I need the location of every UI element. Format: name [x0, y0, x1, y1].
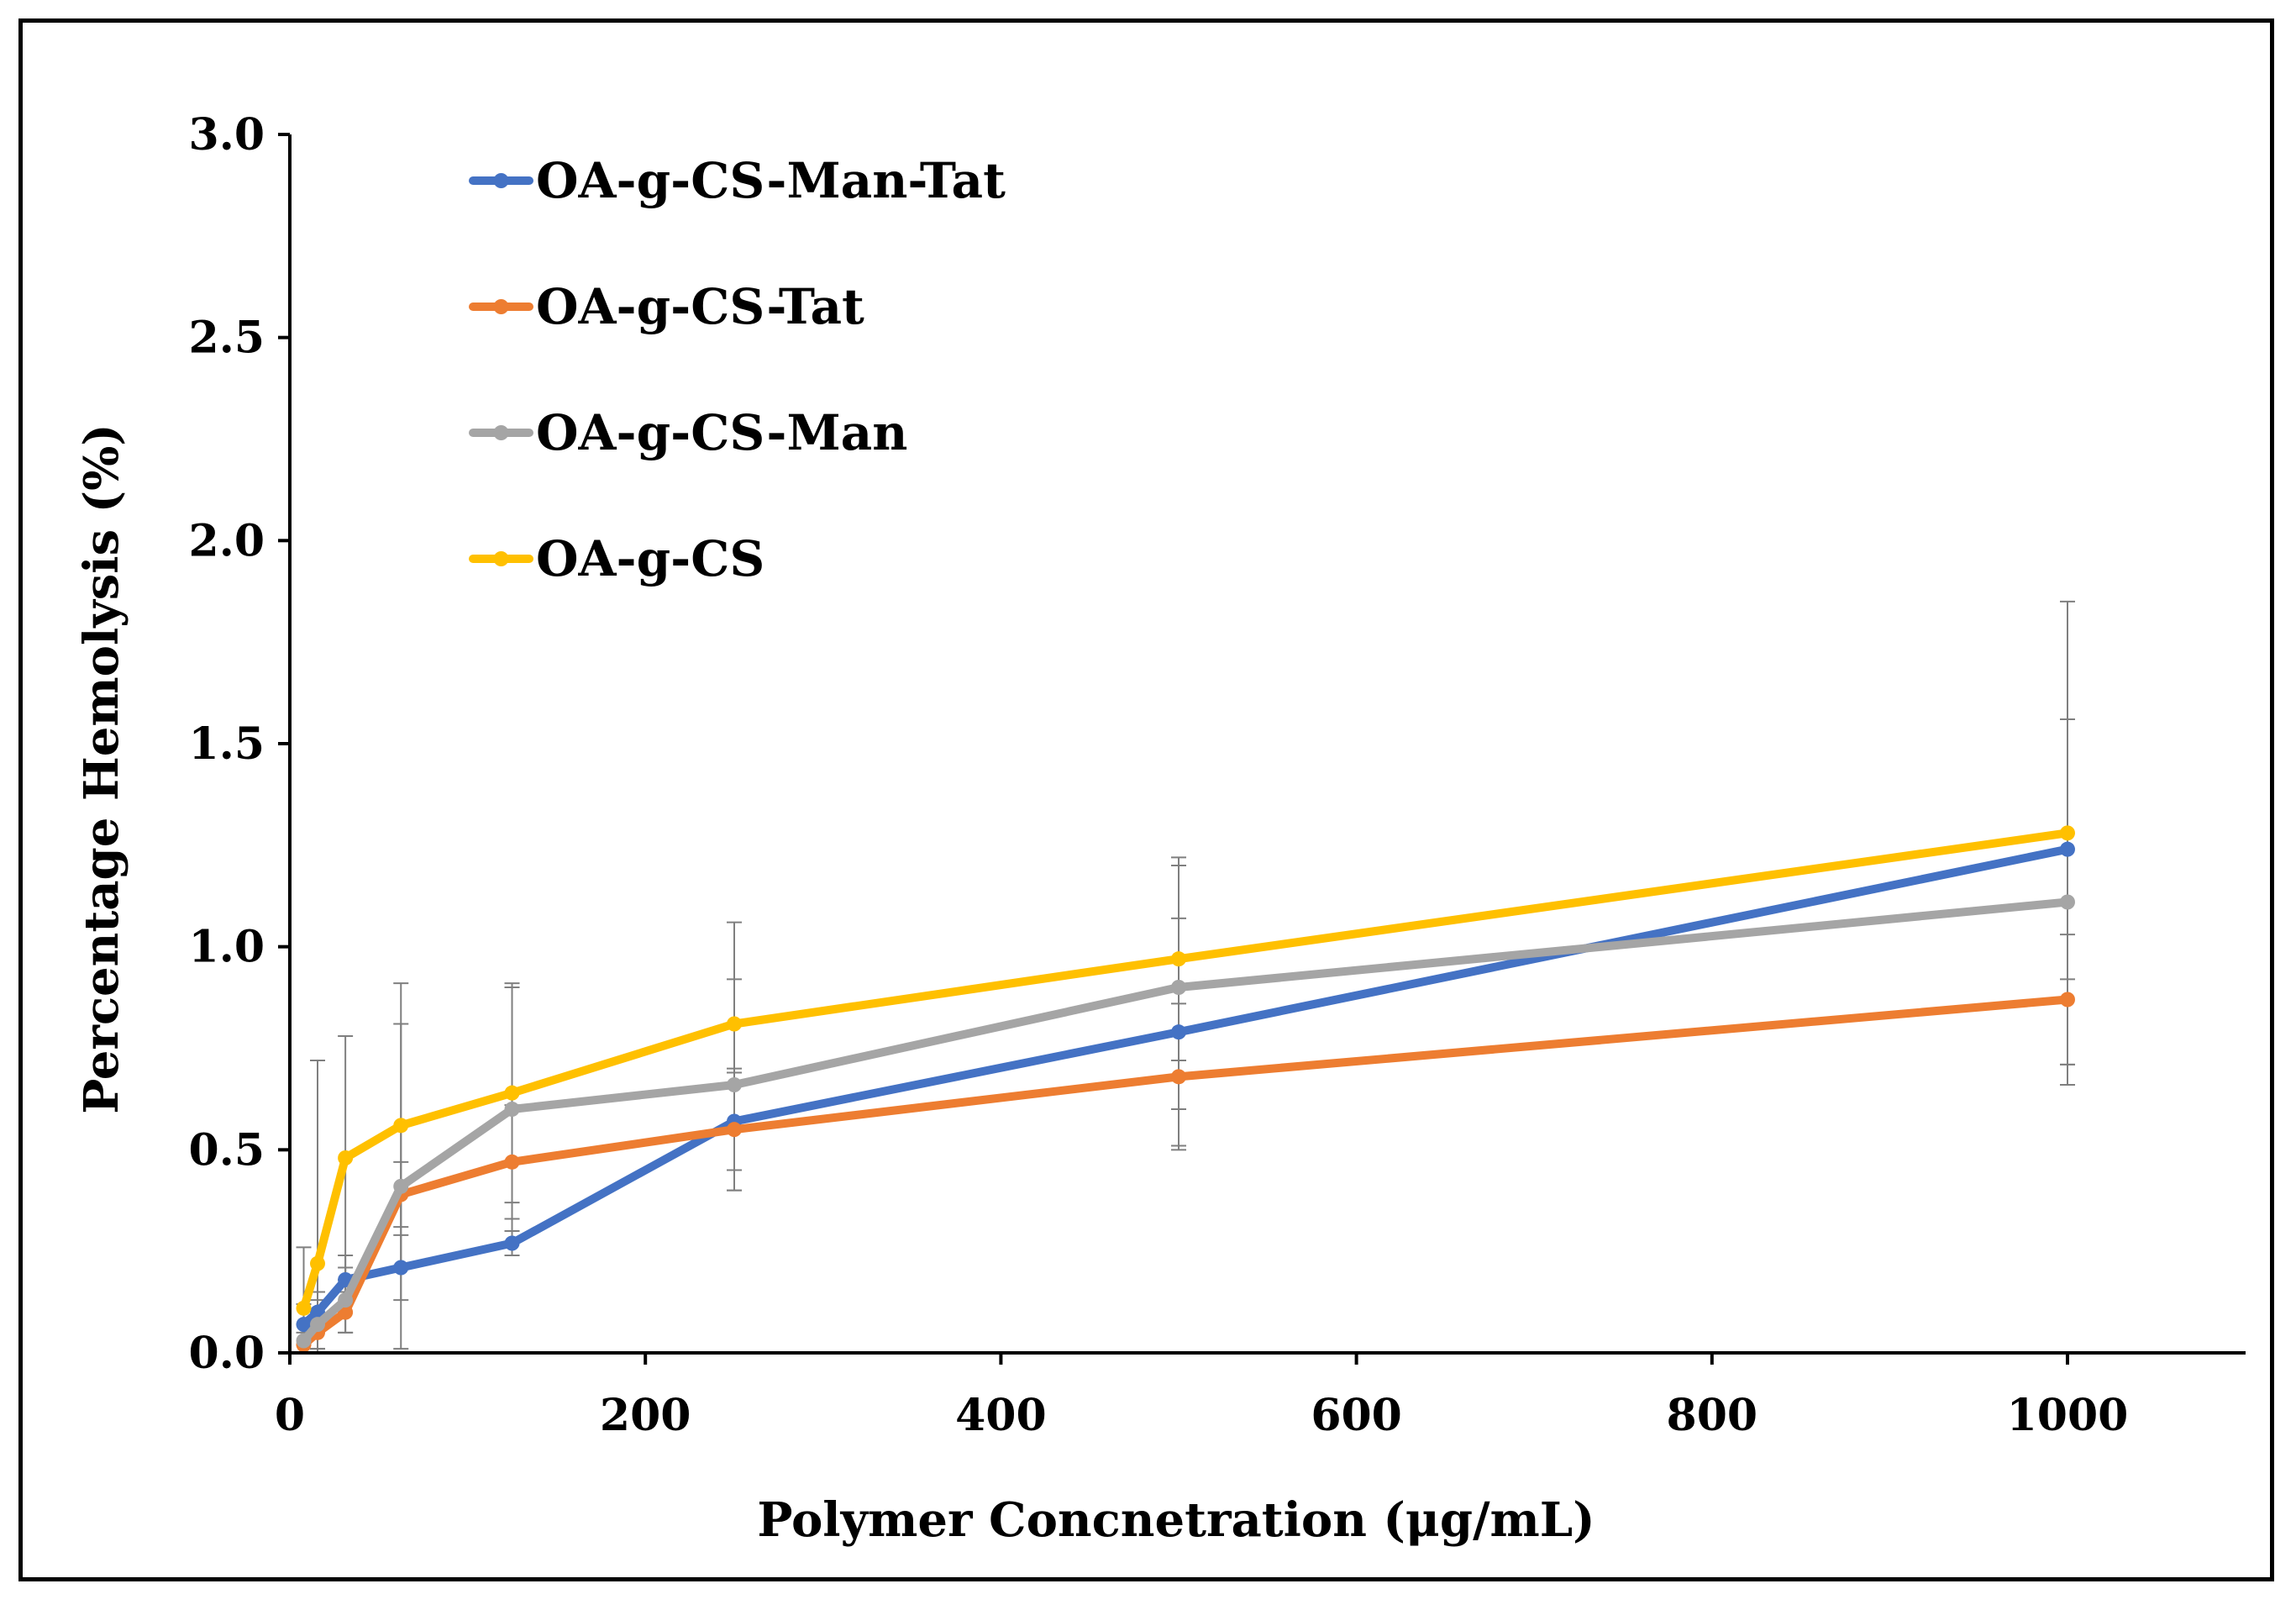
x-axis-label: Polymer Concnetration (μg/mL) — [757, 1492, 1595, 1548]
y-tick-label: 1.5 — [189, 718, 265, 770]
axes-layer — [278, 133, 2246, 1365]
legend-label: OA-g-CS-Tat — [536, 278, 864, 335]
data-point — [296, 1317, 312, 1333]
x-tick-label: 400 — [955, 1390, 1047, 1441]
data-point — [727, 1077, 742, 1092]
data-point — [1171, 980, 1186, 995]
data-point — [727, 1122, 742, 1138]
series-line-OA-g-CS — [299, 829, 2072, 1313]
x-tick-label: 600 — [1311, 1390, 1402, 1441]
data-point — [310, 1255, 326, 1271]
legend-item: OA-g-CS-Man-Tat — [469, 152, 1006, 209]
y-tick-label: 2.0 — [189, 515, 265, 566]
legend-item: OA-g-CS-Tat — [469, 278, 864, 335]
legend-marker — [493, 551, 509, 566]
data-point — [504, 1235, 520, 1251]
legend: OA-g-CS-Man-Tat OA-g-CS-Tat OA-g-CS-Man OA-… — [469, 152, 1006, 587]
data-point — [2060, 894, 2075, 910]
data-point — [1171, 1024, 1186, 1040]
series-line-OA-g-CS-Man — [299, 897, 2072, 1345]
data-point — [393, 1260, 409, 1276]
data-point — [1171, 951, 1186, 967]
y-tick-label: 3.0 — [189, 109, 265, 160]
x-tick-label: 0 — [275, 1390, 305, 1441]
y-tick-label: 1.0 — [189, 922, 265, 973]
x-tick-label: 800 — [1667, 1390, 1758, 1441]
figure-frame — [18, 18, 2274, 1581]
errorbars-layer — [296, 600, 2075, 1354]
legend-marker — [493, 425, 509, 440]
data-point — [1171, 1069, 1186, 1085]
data-point — [393, 1118, 409, 1134]
data-point — [727, 1016, 742, 1032]
legend-item: OA-g-CS-Man — [469, 404, 907, 461]
data-point — [504, 1102, 520, 1117]
data-point — [2060, 992, 2075, 1008]
series-line-OA-g-CS-Man-Tat — [299, 844, 2072, 1329]
y-tick-label: 0.0 — [189, 1328, 265, 1379]
data-point — [296, 1333, 312, 1349]
y-tick-label: 2.5 — [189, 313, 265, 364]
x-tick-label: 200 — [600, 1390, 691, 1441]
data-point — [504, 1085, 520, 1101]
legend-marker — [493, 173, 509, 188]
series-layer — [296, 825, 2075, 1353]
legend-label: OA-g-CS-Man-Tat — [536, 152, 1006, 209]
data-point — [310, 1317, 326, 1333]
x-tick-label: 1000 — [2007, 1390, 2129, 1441]
data-point — [2060, 825, 2075, 841]
data-point — [393, 1178, 409, 1194]
y-tick-label: 0.5 — [189, 1124, 265, 1176]
data-point — [338, 1150, 354, 1165]
legend-label: OA-g-CS — [536, 530, 764, 587]
data-point — [338, 1292, 354, 1308]
legend-label: OA-g-CS-Man — [536, 404, 907, 461]
data-point — [296, 1300, 312, 1316]
tick-labels-layer: 0.0 0.5 1.0 1.5 2.0 2.5 3.0 0 200 400 600 800 1000 — [189, 109, 2129, 1441]
series-line-OA-g-CS-Tat — [299, 995, 2072, 1350]
data-point — [504, 1154, 520, 1170]
legend-marker — [493, 299, 509, 314]
y-axis-label: Percentage Hemolysis (%) — [74, 424, 129, 1114]
legend-item: OA-g-CS — [469, 530, 764, 587]
data-point — [2060, 841, 2075, 857]
